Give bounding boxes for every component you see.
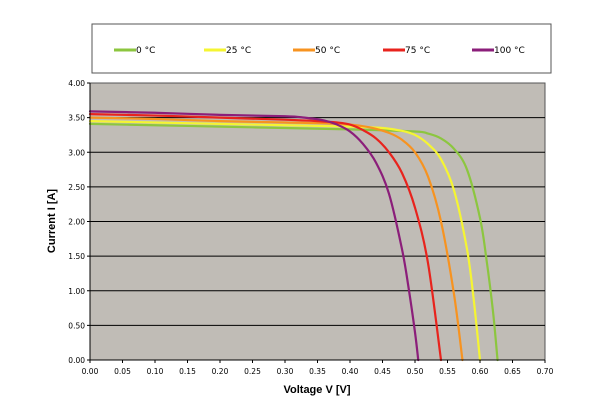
y-tick-label: 3.00 [68,148,85,157]
x-tick-label: 0.50 [407,367,424,376]
x-tick-label: 0.40 [342,367,359,376]
legend: 0 °C 25 °C 50 °C 75 °C 100 °C [91,23,552,74]
x-tick-label: 0.00 [82,367,99,376]
y-tick-label: 1.50 [68,252,85,261]
x-tick-labels: 0.00 0.05 0.10 0.15 0.20 0.25 0.30 0.35 0.40 0.45… [82,360,554,376]
y-tick-labels: 0.00 0.50 1.00 1.50 2.00 2.50 3.00 3.50 4.00 [68,79,90,365]
legend-label-1: 25 °C [226,46,251,56]
legend-label-3: 75 °C [405,46,430,56]
x-tick-label: 0.25 [244,367,261,376]
legend-label-0: 0 °C [136,46,155,56]
x-tick-label: 0.15 [179,367,196,376]
y-tick-label: 2.00 [68,218,85,227]
series-line-2 [88,116,464,362]
x-tick-label: 0.20 [212,367,229,376]
x-axis-title: Voltage V [V] [283,384,350,396]
series-line-4 [88,110,420,362]
y-tick-label: 3.50 [68,114,85,123]
x-tick-label: 0.45 [374,367,391,376]
x-tick-label: 0.70 [537,367,554,376]
x-tick-label: 0.65 [504,367,521,376]
y-axis-title: Current I [A] [46,189,58,254]
series-line-0 [88,122,499,362]
legend-label-4: 100 °C [494,46,525,56]
series-layer [88,110,499,362]
series-line-1 [88,119,482,362]
y-tick-label: 0.50 [68,321,85,330]
x-tick-label: 0.55 [439,367,456,376]
y-tick-label: 4.00 [68,79,85,88]
x-tick-label: 0.05 [114,367,131,376]
x-tick-label: 0.10 [147,367,164,376]
legend-label-2: 50 °C [315,46,340,56]
x-tick-label: 0.60 [472,367,489,376]
y-tick-label: 1.00 [68,287,85,296]
y-tick-label: 0.00 [68,356,85,365]
y-tick-label: 2.50 [68,183,85,192]
series-line-3 [88,113,443,362]
x-tick-label: 0.35 [309,367,326,376]
x-tick-label: 0.30 [277,367,294,376]
